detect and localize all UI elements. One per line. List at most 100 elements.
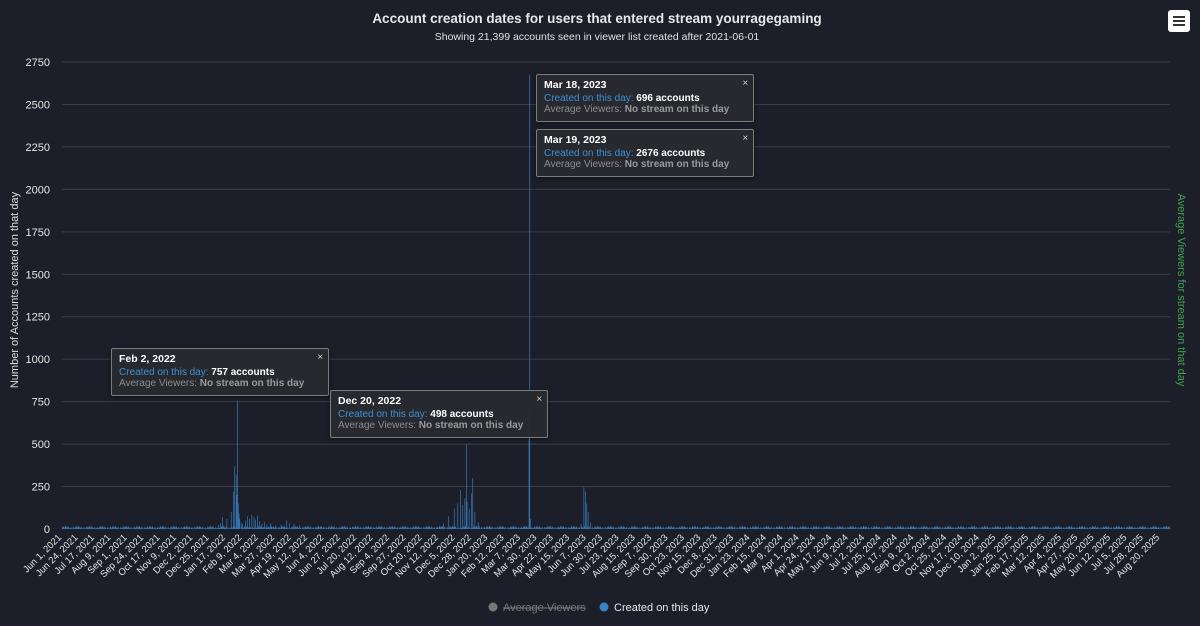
bar[interactable]	[503, 528, 505, 529]
bar[interactable]	[986, 527, 987, 529]
bar[interactable]	[981, 526, 983, 529]
bar[interactable]	[1115, 526, 1117, 529]
bar[interactable]	[138, 525, 140, 529]
bar[interactable]	[985, 527, 987, 529]
bar[interactable]	[150, 526, 151, 529]
bar[interactable]	[830, 527, 832, 529]
bar[interactable]	[632, 527, 634, 529]
bar[interactable]	[743, 527, 744, 529]
bar[interactable]	[939, 526, 941, 529]
bar[interactable]	[851, 527, 853, 529]
bar[interactable]	[165, 526, 166, 529]
bar[interactable]	[1013, 526, 1014, 529]
bar[interactable]	[152, 526, 154, 529]
bar[interactable]	[425, 527, 427, 529]
bar[interactable]	[380, 526, 382, 529]
bar[interactable]	[1003, 527, 1004, 529]
bar[interactable]	[88, 526, 90, 529]
bar[interactable]	[643, 527, 645, 529]
bar[interactable]	[626, 526, 627, 529]
bar[interactable]	[223, 526, 225, 529]
bar[interactable]	[857, 528, 858, 529]
bar[interactable]	[199, 525, 201, 529]
bar[interactable]	[694, 525, 696, 529]
bar[interactable]	[280, 528, 281, 529]
bar[interactable]	[693, 527, 694, 529]
bar[interactable]	[884, 526, 885, 529]
bar[interactable]	[842, 526, 843, 529]
bar[interactable]	[1089, 526, 1091, 529]
bar[interactable]	[93, 528, 94, 529]
bar[interactable]	[413, 526, 414, 529]
bar[interactable]	[372, 528, 374, 529]
bar[interactable]	[683, 527, 684, 529]
bar[interactable]	[400, 527, 402, 529]
bar[interactable]	[515, 526, 516, 529]
bar[interactable]	[293, 523, 295, 529]
bar[interactable]	[312, 528, 313, 529]
bar[interactable]	[978, 528, 979, 529]
bar[interactable]	[1066, 527, 1068, 529]
bar[interactable]	[365, 526, 367, 529]
bar[interactable]	[1013, 527, 1015, 529]
bar[interactable]	[1111, 528, 1113, 529]
bar[interactable]	[571, 526, 573, 529]
bar[interactable]	[392, 526, 394, 529]
bar[interactable]	[403, 527, 404, 529]
bar[interactable]	[607, 526, 609, 529]
bar[interactable]	[144, 527, 146, 529]
bar[interactable]	[773, 527, 775, 529]
bar[interactable]	[308, 527, 310, 529]
bar[interactable]	[911, 526, 912, 529]
bar[interactable]	[364, 527, 366, 529]
bar[interactable]	[1095, 526, 1096, 529]
bar[interactable]	[1078, 526, 1080, 529]
bar[interactable]	[1170, 528, 1171, 529]
bar[interactable]	[182, 528, 184, 529]
bar[interactable]	[461, 527, 463, 529]
bar[interactable]	[957, 526, 959, 529]
bar[interactable]	[547, 526, 549, 529]
bar[interactable]	[507, 527, 508, 529]
bar[interactable]	[965, 527, 967, 529]
tooltip-close-icon[interactable]: ×	[317, 352, 324, 363]
bar[interactable]	[275, 525, 276, 529]
bar[interactable]	[424, 528, 426, 529]
bar[interactable]	[247, 527, 249, 529]
bar[interactable]	[319, 527, 320, 529]
bar[interactable]	[949, 526, 951, 529]
bar[interactable]	[1160, 528, 1161, 529]
bar[interactable]	[609, 526, 611, 529]
bar[interactable]	[840, 527, 842, 529]
bar[interactable]	[478, 522, 479, 529]
bar[interactable]	[448, 516, 449, 529]
bar[interactable]	[66, 527, 68, 529]
bar[interactable]	[500, 527, 502, 529]
bar[interactable]	[234, 466, 236, 529]
bar[interactable]	[500, 526, 501, 529]
bar[interactable]	[655, 526, 657, 529]
bar[interactable]	[471, 528, 473, 529]
bar[interactable]	[837, 526, 838, 529]
bar[interactable]	[103, 527, 104, 529]
bar[interactable]	[355, 526, 357, 529]
bar[interactable]	[242, 528, 244, 529]
bar[interactable]	[968, 526, 969, 529]
bar[interactable]	[793, 527, 794, 529]
bar[interactable]	[420, 527, 422, 529]
bar[interactable]	[394, 526, 395, 529]
bar[interactable]	[540, 528, 542, 529]
bar[interactable]	[1117, 527, 1118, 529]
bar[interactable]	[838, 527, 840, 529]
bar[interactable]	[426, 526, 427, 529]
bar[interactable]	[136, 526, 138, 529]
bar[interactable]	[660, 526, 662, 529]
bar[interactable]	[680, 527, 682, 529]
bar[interactable]	[687, 528, 689, 529]
bar[interactable]	[490, 527, 491, 529]
bar[interactable]	[900, 526, 902, 529]
bar[interactable]	[1132, 526, 1133, 529]
bar[interactable]	[1075, 527, 1077, 529]
bar[interactable]	[827, 527, 829, 529]
bar[interactable]	[1118, 525, 1120, 529]
